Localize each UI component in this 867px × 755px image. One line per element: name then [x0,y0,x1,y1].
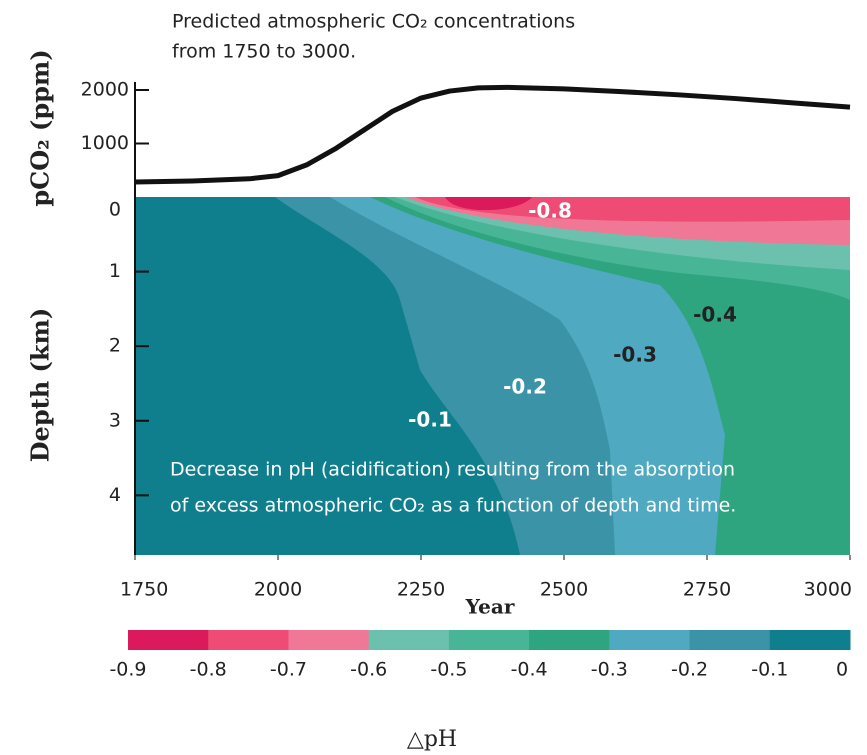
colorbar-segment [368,630,450,650]
x-axis-label: Year [465,595,515,619]
colorbar-segment [288,630,370,650]
y-tick-label: 4 [109,484,121,506]
y-tick-label: 2 [109,335,121,357]
y-axis-label: pCO₂ (ppm) [26,49,55,206]
colorbar-segment [128,630,209,650]
contour-region [415,197,850,222]
colorbar-tick-label: -0.7 [270,659,307,681]
chart-title: Predicted atmospheric CO₂ concentrations [172,11,575,33]
x-tick-label: 1750 [120,579,168,601]
y-axis-label: Depth (km) [26,308,55,463]
colorbar-tick-label: -0.3 [591,659,628,681]
y-tick-label: 0 [109,199,121,221]
colorbar-tick-label: -0.4 [511,659,548,681]
co2-line [134,84,851,185]
annotation: of excess atmospheric CO₂ as a function … [170,495,736,517]
colorbar-label: △pH [407,727,457,752]
colorbar-segment [769,630,851,650]
contour-label: -0.2 [503,375,547,399]
colorbar-tick-label: -0.5 [430,659,467,681]
x-tick-label: 2500 [540,579,588,601]
contour-region [445,197,532,211]
x-tick-label: 2250 [397,579,445,601]
y-tick-label: 1000 [81,132,129,154]
colorbar-segment [529,630,610,650]
y-tick-label: 1 [109,260,121,282]
colorbar-tick-label: -0.2 [671,659,708,681]
contour-label: -0.4 [693,303,737,327]
contour-label: -0.8 [528,199,572,223]
annotation: Decrease in pH (acidification) resulting… [170,459,735,481]
chart-title: from 1750 to 3000. [172,41,356,63]
x-tick-label: 3000 [804,579,852,601]
y-tick-label: 2000 [81,79,129,101]
colorbar-tick-label: -0.9 [109,659,146,681]
colorbar-tick-label: -0.8 [190,659,227,681]
contour-region [370,197,850,555]
y-tick-label: 3 [109,409,121,431]
contour-label: -0.1 [408,408,452,432]
colorbar-segment [208,630,289,650]
colorbar-tick-label: 0 [836,659,848,681]
x-tick-label: 2000 [254,579,302,601]
colorbar-tick-label: -0.1 [751,659,788,681]
contour-label: -0.3 [613,343,657,367]
colorbar-segment [448,630,530,650]
x-tick-label: 2750 [683,579,731,601]
colorbar-segment [609,630,691,650]
colorbar-tick-label: -0.6 [350,659,387,681]
colorbar-segment [689,630,771,650]
